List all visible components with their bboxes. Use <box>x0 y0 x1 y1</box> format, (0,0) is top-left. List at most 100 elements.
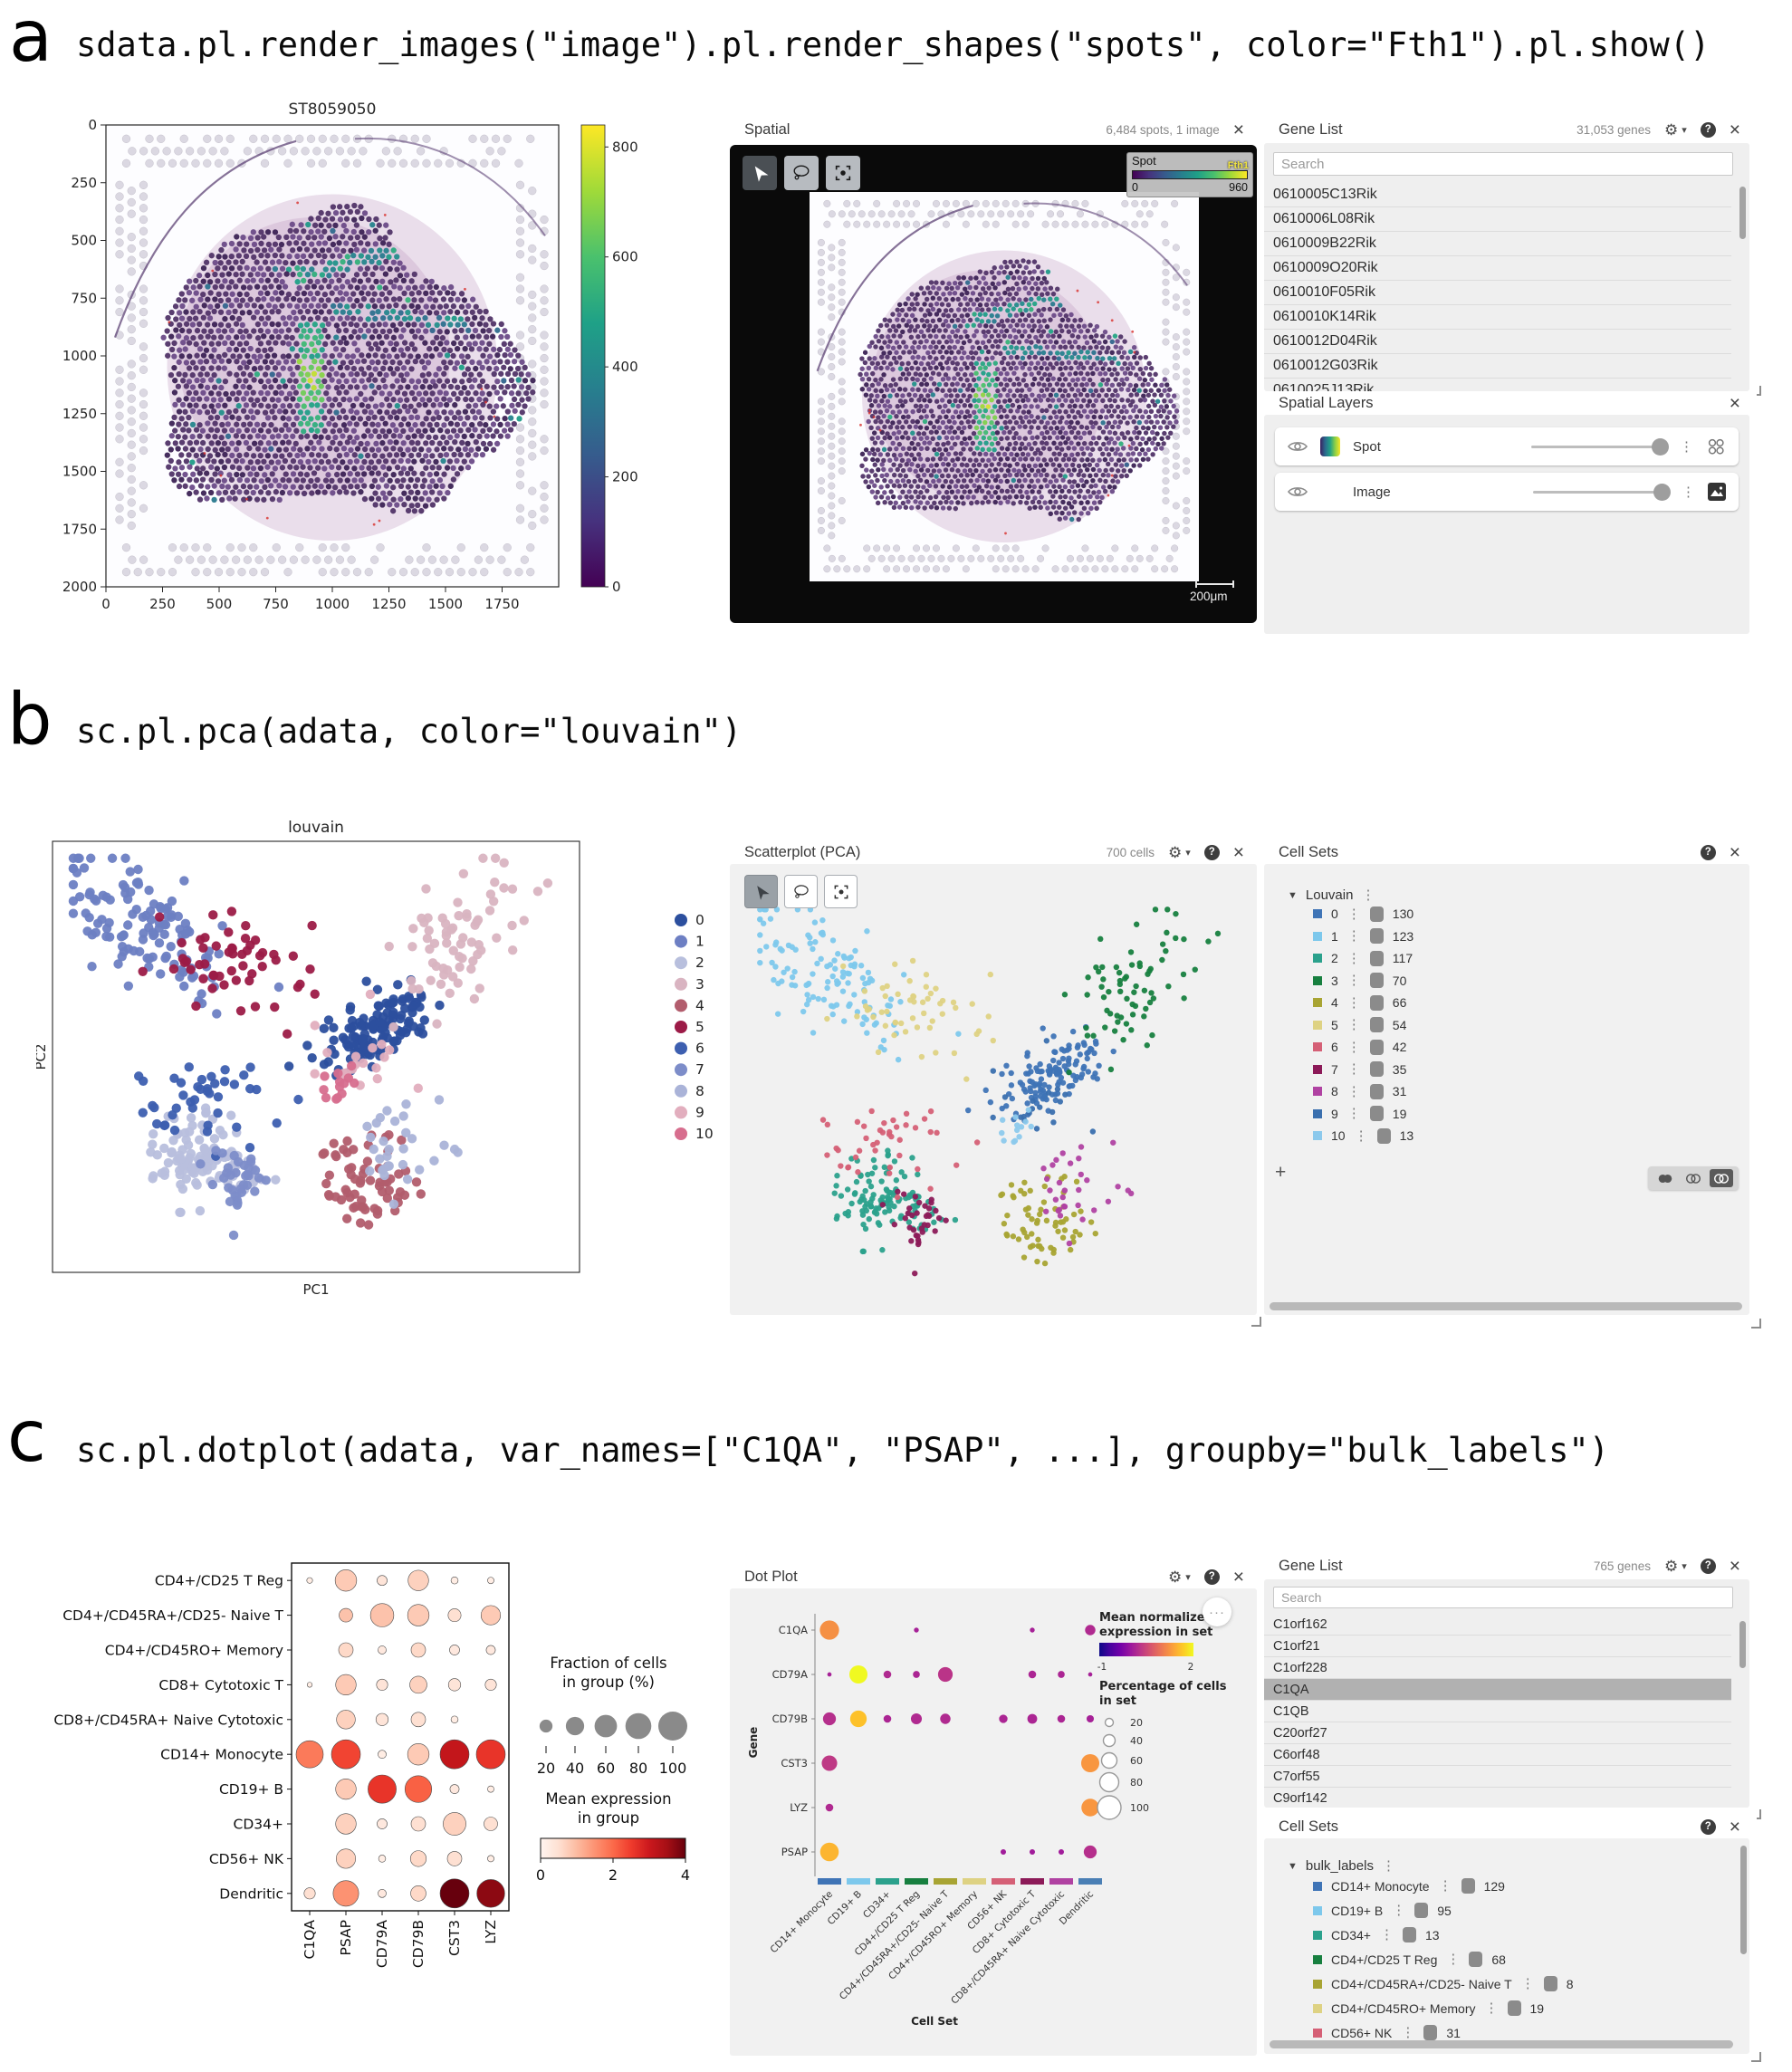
kebab-menu-icon[interactable]: ⋮ <box>1346 1039 1361 1055</box>
kebab-menu-icon[interactable]: ⋮ <box>1446 1952 1461 1967</box>
cell-set-color-swatch[interactable] <box>1313 954 1322 964</box>
gear-icon[interactable]: ⚙ <box>1167 1568 1183 1586</box>
cell-set-size-badge[interactable] <box>1469 1952 1483 1967</box>
horizontal-scrollbar[interactable] <box>1270 2040 1733 2048</box>
eye-icon[interactable] <box>1288 440 1308 453</box>
cell-set-size-badge[interactable] <box>1461 1878 1475 1894</box>
cell-set-color-swatch[interactable] <box>1313 1064 1322 1074</box>
chevron-down-icon[interactable]: ▾ <box>1682 124 1687 136</box>
kebab-menu-icon[interactable]: ⋮ <box>1346 1083 1361 1099</box>
eye-icon[interactable] <box>1288 485 1308 498</box>
cell-set-group-row[interactable]: ▼ Louvain ⋮ <box>1288 887 1413 903</box>
recenter-tool-button[interactable] <box>826 156 860 190</box>
opacity-slider[interactable] <box>1531 437 1669 456</box>
close-icon[interactable]: × <box>1232 841 1244 863</box>
scrollbar[interactable] <box>1740 1846 1747 1954</box>
gene-row[interactable]: C9orf142 <box>1264 1788 1731 1808</box>
gear-icon[interactable]: ⚙ <box>1167 843 1183 861</box>
cell-set-item[interactable]: CD4+/CD25 T Reg ⋮ 68 <box>1313 1947 1574 1971</box>
cell-set-color-swatch[interactable] <box>1313 1087 1322 1097</box>
kebab-menu-icon[interactable]: ⋮ <box>1346 906 1361 922</box>
gear-icon[interactable]: ⚙ <box>1663 1557 1679 1575</box>
complement-icon[interactable] <box>1710 1169 1733 1187</box>
help-icon[interactable]: ? <box>1700 121 1716 138</box>
spatial-tissue-image[interactable] <box>810 192 1199 581</box>
spot-layer-type-icon[interactable] <box>1706 436 1726 456</box>
gene-row[interactable]: 0610009O20Rik <box>1264 256 1731 281</box>
cell-set-size-badge[interactable] <box>1369 1017 1384 1033</box>
gene-row[interactable]: C1orf228 <box>1264 1657 1731 1679</box>
search-input[interactable] <box>1273 1587 1733 1608</box>
close-icon[interactable]: × <box>1729 1816 1740 1837</box>
horizontal-scrollbar[interactable] <box>1270 1302 1742 1310</box>
kebab-menu-icon[interactable]: ⋮ <box>1346 1061 1361 1078</box>
kebab-menu-icon[interactable]: ⋮ <box>1682 484 1695 500</box>
cell-set-color-swatch[interactable] <box>1313 2028 1322 2038</box>
lasso-tool-button[interactable] <box>784 875 818 908</box>
cell-set-color-swatch[interactable] <box>1313 1020 1322 1030</box>
pointer-tool-button[interactable] <box>743 156 777 190</box>
cell-set-item[interactable]: CD4+/CD45RA+/CD25- Naive T ⋮ 8 <box>1313 1971 1574 1996</box>
lasso-tool-button[interactable] <box>784 156 819 190</box>
opacity-slider[interactable] <box>1533 483 1671 501</box>
cell-set-item[interactable]: CD19+ B ⋮ 95 <box>1313 1898 1574 1923</box>
kebab-menu-icon[interactable]: ⋮ <box>1438 1878 1452 1894</box>
kebab-menu-icon[interactable]: ⋮ <box>1381 1858 1395 1874</box>
kebab-menu-icon[interactable]: ⋮ <box>1680 438 1693 455</box>
cell-set-item[interactable]: 4 ⋮ 66 <box>1313 992 1413 1014</box>
cell-set-color-swatch[interactable] <box>1313 998 1322 1008</box>
gene-row[interactable]: 0610012G03Rik <box>1264 354 1731 379</box>
gene-row[interactable]: 0610010F05Rik <box>1264 281 1731 305</box>
cell-set-color-swatch[interactable] <box>1313 931 1322 941</box>
help-icon[interactable]: ? <box>1203 844 1220 860</box>
close-icon[interactable]: × <box>1729 1555 1740 1577</box>
kebab-menu-icon[interactable]: ⋮ <box>1520 1976 1535 1991</box>
help-icon[interactable]: ? <box>1203 1568 1220 1585</box>
cell-set-size-badge[interactable] <box>1423 2025 1438 2040</box>
cell-set-size-badge[interactable] <box>1507 2000 1521 2016</box>
cell-set-color-swatch[interactable] <box>1313 975 1322 985</box>
cell-set-item[interactable]: CD14+ Monocyte ⋮ 129 <box>1313 1874 1574 1898</box>
kebab-menu-icon[interactable]: ⋮ <box>1484 2000 1499 2016</box>
kebab-menu-icon[interactable]: ⋮ <box>1346 973 1361 989</box>
cell-set-item[interactable]: CD56+ NK ⋮ 31 <box>1313 2020 1574 2045</box>
cell-set-size-badge[interactable] <box>1369 1039 1384 1055</box>
layer-colormap-swatch[interactable] <box>1320 436 1340 456</box>
cell-set-size-badge[interactable] <box>1402 1927 1416 1942</box>
gene-row[interactable]: 0610009B22Rik <box>1264 232 1731 256</box>
cell-set-color-swatch[interactable] <box>1313 909 1322 919</box>
kebab-menu-icon[interactable]: ⋮ <box>1346 928 1361 945</box>
gene-row[interactable]: C6orf48 <box>1264 1744 1731 1766</box>
cell-set-color-swatch[interactable] <box>1313 1954 1322 1964</box>
resize-handle[interactable] <box>1751 2052 1761 2062</box>
search-input[interactable] <box>1273 152 1733 176</box>
gene-row[interactable]: C20orf27 <box>1264 1722 1731 1744</box>
union-icon[interactable] <box>1682 1169 1705 1187</box>
cell-set-item[interactable]: 0 ⋮ 130 <box>1313 903 1413 926</box>
gene-row[interactable]: 0610006L08Rik <box>1264 207 1731 232</box>
cell-set-size-badge[interactable] <box>1369 973 1384 989</box>
kebab-menu-icon[interactable]: ⋮ <box>1346 1106 1361 1122</box>
cell-set-color-swatch[interactable] <box>1313 1881 1322 1891</box>
scrollbar[interactable] <box>1739 1621 1746 1668</box>
chevron-down-icon[interactable]: ▾ <box>1682 1560 1687 1572</box>
cell-set-color-swatch[interactable] <box>1313 1131 1322 1141</box>
cell-set-item[interactable]: 9 ⋮ 19 <box>1313 1103 1413 1126</box>
cell-set-item[interactable]: 10 ⋮ 13 <box>1313 1125 1413 1147</box>
gene-row[interactable]: C1orf21 <box>1264 1636 1731 1657</box>
cell-set-size-badge[interactable] <box>1369 950 1384 966</box>
cell-set-color-swatch[interactable] <box>1313 2003 1322 2013</box>
cell-set-item[interactable]: CD34+ ⋮ 13 <box>1313 1923 1574 1947</box>
pointer-tool-button[interactable] <box>744 875 778 908</box>
kebab-menu-icon[interactable]: ⋮ <box>1354 1127 1368 1144</box>
recenter-tool-button[interactable] <box>824 875 858 908</box>
cell-set-color-swatch[interactable] <box>1313 1930 1322 1940</box>
cell-set-size-badge[interactable] <box>1376 1127 1391 1144</box>
cell-set-color-swatch[interactable] <box>1313 1979 1322 1989</box>
cell-set-size-badge[interactable] <box>1543 1976 1557 1991</box>
scrollbar[interactable] <box>1739 187 1746 239</box>
gene-row[interactable]: C7orf55 <box>1264 1766 1731 1788</box>
kebab-menu-icon[interactable]: ⋮ <box>1346 1017 1361 1033</box>
cell-set-size-badge[interactable] <box>1369 1106 1384 1122</box>
gear-icon[interactable]: ⚙ <box>1663 120 1679 139</box>
